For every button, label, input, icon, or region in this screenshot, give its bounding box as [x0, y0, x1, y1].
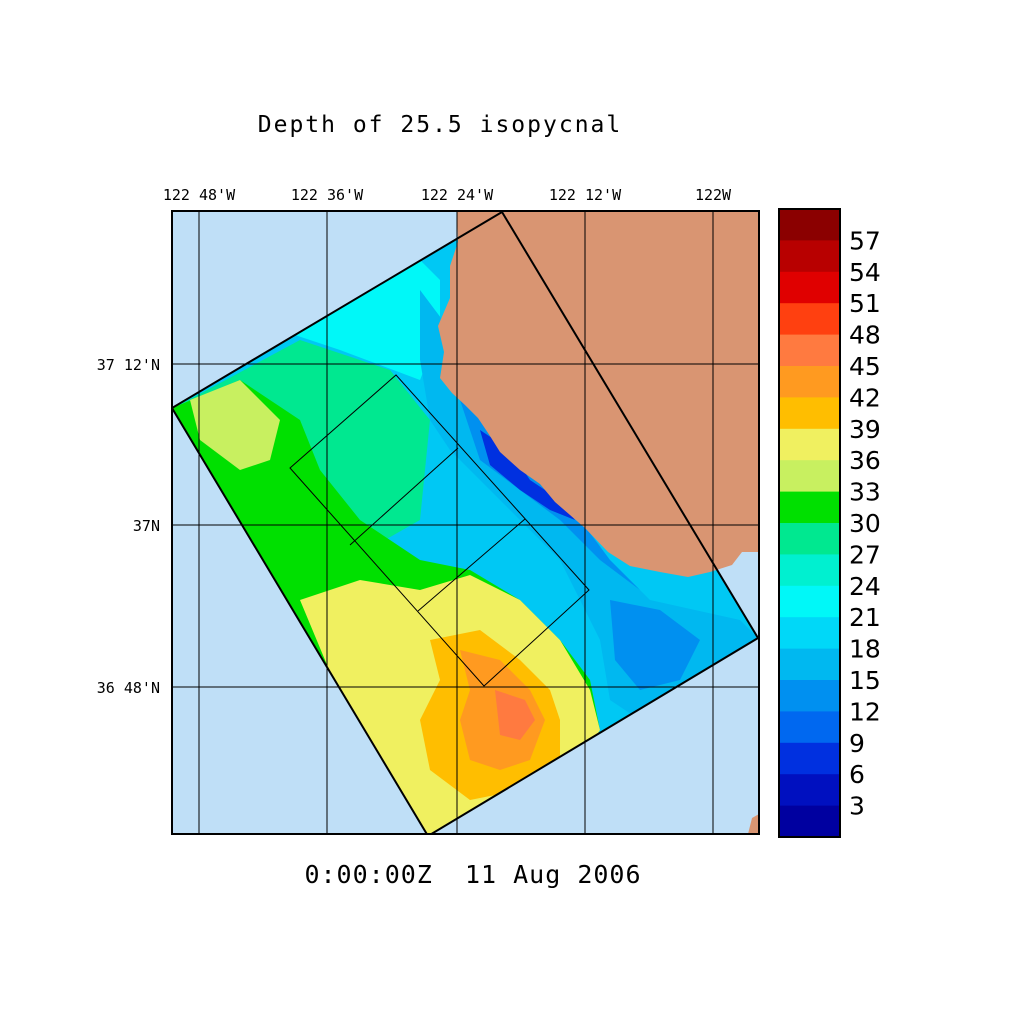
colorbar-label: 54: [849, 258, 881, 287]
colorbar-label: 45: [849, 352, 881, 381]
colorbar-label: 39: [849, 415, 881, 444]
timestamp: 0:00:00Z 11 Aug 2006: [304, 860, 641, 889]
longitude-label: 122 36'W: [291, 186, 364, 204]
colorbar-label: 6: [849, 760, 865, 789]
colorbar-label: 30: [849, 509, 881, 538]
map-frame: [172, 211, 759, 834]
colorbar-label: 48: [849, 321, 881, 350]
colorbar-label: 12: [849, 697, 881, 726]
colorbar-segment: [779, 523, 840, 555]
colorbar-label: 15: [849, 666, 881, 695]
colorbar-segment: [779, 805, 840, 838]
longitude-labels: 122 48'W 122 36'W 122 24'W 122 12'W 122W: [163, 186, 732, 204]
colorbar-segment: [779, 271, 840, 304]
longitude-label: 122 24'W: [421, 186, 494, 204]
colorbar-label: 21: [849, 603, 881, 632]
contour-region: [190, 380, 280, 470]
colorbar-label: 57: [849, 226, 881, 255]
colorbar-segment: [779, 742, 840, 775]
colorbar-segment: [779, 366, 840, 398]
colorbar-segment: [779, 303, 840, 336]
map-border: [171, 210, 760, 835]
longitude-label: 122W: [695, 186, 732, 204]
subdomain-divider: [417, 518, 526, 612]
page-title: Depth of 25.5 isopycnal: [258, 112, 623, 138]
colorbar-segment: [779, 240, 840, 273]
longitude-label: 122 12'W: [549, 186, 622, 204]
contour-region: [610, 600, 700, 690]
colorbar-segment: [779, 334, 840, 367]
latitude-labels: 37 12'N 37N 36 48'N: [97, 356, 160, 697]
contour-region: [495, 690, 535, 740]
colorbar-label: 33: [849, 478, 881, 507]
subdomain-outline: [289, 374, 590, 687]
latitude-label: 37N: [133, 517, 160, 535]
colorbar-label: 3: [849, 792, 865, 821]
colorbar-segment: [779, 460, 840, 493]
land-mass: [438, 211, 759, 577]
colorbar-segment: [779, 554, 840, 587]
colorbar-segment: [779, 397, 840, 430]
subdomain-divider: [349, 447, 459, 546]
land-mass: [748, 814, 759, 834]
colorbar-label: 36: [849, 446, 881, 475]
contour-region: [420, 290, 758, 720]
colorbar-label: 18: [849, 635, 881, 664]
colorbar-border: [778, 208, 841, 838]
colorbar-label: 42: [849, 383, 881, 412]
colorbar-segment: [779, 680, 840, 712]
colorbar-segment: [779, 209, 840, 241]
colorbar-label: 27: [849, 540, 881, 569]
colorbar-segment: [779, 774, 840, 807]
colorbar-segment: [779, 491, 840, 524]
latitude-label: 36 48'N: [97, 679, 160, 697]
colorbar-label: 9: [849, 729, 865, 758]
latitude-label: 37 12'N: [97, 356, 160, 374]
colorbar-label: 24: [849, 572, 881, 601]
colorbar-segment: [779, 585, 840, 618]
colorbar-label: 51: [849, 289, 881, 318]
colorbar-segment: [779, 711, 840, 744]
longitude-label: 122 48'W: [163, 186, 236, 204]
colorbar-segment: [779, 648, 840, 681]
colorbar: [778, 208, 841, 838]
colorbar-segment: [779, 617, 840, 650]
colorbar-segment: [779, 428, 840, 461]
